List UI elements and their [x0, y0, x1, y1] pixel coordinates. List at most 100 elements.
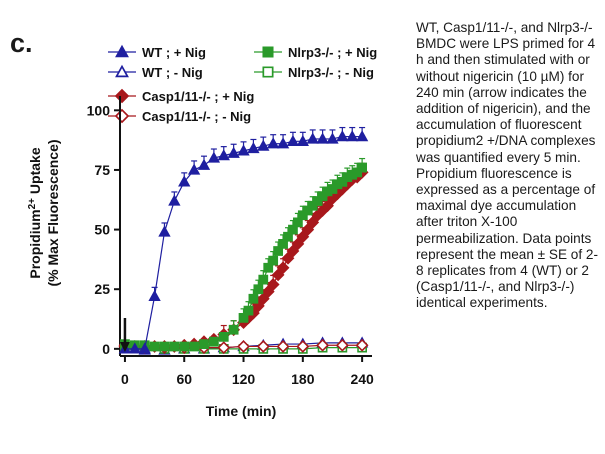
- data-point: [138, 342, 151, 354]
- x-tick-label: 240: [350, 371, 374, 387]
- data-point: [258, 274, 269, 285]
- data-point: [209, 336, 219, 347]
- legend: WT ; + Nig Nlrp3-/- ; + Nig WT ; - Nig Nlrp…: [108, 44, 377, 124]
- data-point: [355, 130, 369, 142]
- data-point: [237, 144, 250, 156]
- data-point: [253, 284, 264, 295]
- data-point: [267, 137, 280, 149]
- legend-item: WT ; + Nig: [108, 44, 206, 60]
- data-point: [276, 137, 290, 149]
- legend-label: WT ; - Nig: [142, 65, 203, 80]
- data-point: [296, 230, 310, 244]
- data-point: [261, 285, 275, 299]
- data-point: [326, 132, 339, 144]
- legend-marker: [114, 88, 130, 104]
- y-axis-label-line2: (% Max Fluorescence): [45, 139, 61, 286]
- data-point: [286, 134, 300, 146]
- data-point: [296, 340, 310, 353]
- chart: WT ; + Nig Nlrp3-/- ; + Nig WT ; - Nig Nlrp…: [27, 44, 377, 419]
- legend-label: Nlrp3-/- ; - Nig: [288, 65, 374, 80]
- data-point: [218, 332, 229, 342]
- data-point: [316, 132, 329, 144]
- data-point: [271, 268, 285, 282]
- x-tick-label: 0: [121, 371, 129, 387]
- data-point: [243, 305, 254, 316]
- data-point: [316, 338, 329, 352]
- data-point: [296, 134, 309, 146]
- data-point: [168, 194, 181, 206]
- legend-marker: [115, 44, 129, 58]
- data-point: [286, 244, 300, 258]
- data-point: [148, 289, 161, 302]
- figure-caption: WT, Casp1/11-/-, and Nlrp3-/- BMDC were …: [416, 20, 599, 311]
- series: [118, 126, 369, 354]
- data-point: [158, 225, 171, 237]
- data-point: [197, 158, 211, 170]
- y-axis-label-line1: Propidium2+ Uptake: [27, 147, 44, 278]
- data-point: [237, 340, 250, 353]
- data-point: [335, 338, 349, 352]
- data-point: [346, 130, 359, 142]
- data-point: [291, 237, 305, 251]
- y-axis-label: Propidium2+ Uptake (% Max Fluorescence): [27, 139, 62, 286]
- data-point: [199, 339, 209, 349]
- legend-item: Casp1/11-/- ; + Nig: [108, 88, 254, 104]
- data-point: [227, 146, 240, 158]
- legend-label: WT ; + Nig: [142, 45, 206, 60]
- data-point: [228, 324, 239, 335]
- data-point: [256, 340, 270, 353]
- data-point: [179, 341, 190, 352]
- data-point: [355, 338, 369, 352]
- data-point: [207, 151, 221, 163]
- x-axis-label: Time (min): [206, 403, 277, 419]
- legend-marker: [114, 108, 130, 124]
- plot-area: [118, 126, 369, 355]
- legend-marker: [262, 46, 274, 58]
- x-tick-label: 180: [291, 371, 315, 387]
- data-point: [149, 341, 160, 352]
- data-point: [217, 149, 230, 161]
- data-point: [128, 342, 141, 354]
- legend-label: Nlrp3-/- ; + Nig: [288, 45, 377, 60]
- data-point: [251, 299, 265, 313]
- arrow-head: [119, 342, 130, 352]
- axes: 0 25 50 75 100 0 60 120 180 240: [87, 96, 374, 387]
- data-point: [268, 255, 279, 266]
- data-point: [256, 292, 270, 306]
- data-point: [336, 130, 349, 142]
- data-point: [306, 132, 319, 144]
- legend-item: Casp1/11-/- ; - Nig: [108, 108, 251, 124]
- legend-item: Nlrp3-/- ; + Nig: [254, 45, 377, 60]
- data-point: [217, 341, 231, 355]
- data-point: [266, 278, 280, 291]
- y-tick-label: 25: [94, 281, 110, 297]
- x-tick-label: 120: [232, 371, 256, 387]
- x-tick-label: 60: [176, 371, 192, 387]
- data-point: [276, 340, 290, 353]
- data-point: [281, 251, 295, 265]
- data-point: [301, 223, 315, 236]
- data-point: [178, 175, 191, 187]
- legend-item: WT ; - Nig: [108, 64, 203, 80]
- nigericin-arrow: [119, 318, 130, 352]
- y-tick-label: 0: [102, 341, 110, 357]
- y-tick-label: 100: [87, 102, 111, 118]
- legend-marker: [262, 66, 274, 78]
- data-point: [247, 142, 260, 154]
- data-point: [169, 341, 180, 352]
- data-point: [248, 293, 259, 304]
- y-tick-label: 50: [94, 222, 110, 238]
- data-point: [357, 162, 367, 173]
- data-point: [306, 216, 320, 229]
- data-point: [276, 261, 290, 275]
- data-point: [321, 199, 334, 213]
- data-point: [159, 341, 170, 352]
- data-point: [187, 163, 201, 175]
- y-tick-label: 75: [94, 162, 110, 178]
- data-point: [257, 139, 270, 151]
- legend-item: Nlrp3-/- ; - Nig: [254, 65, 374, 80]
- legend-label: Casp1/11-/- ; + Nig: [142, 89, 254, 104]
- legend-marker: [115, 64, 129, 78]
- panel-label: c.: [10, 28, 33, 58]
- legend-label: Casp1/11-/- ; - Nig: [142, 109, 251, 124]
